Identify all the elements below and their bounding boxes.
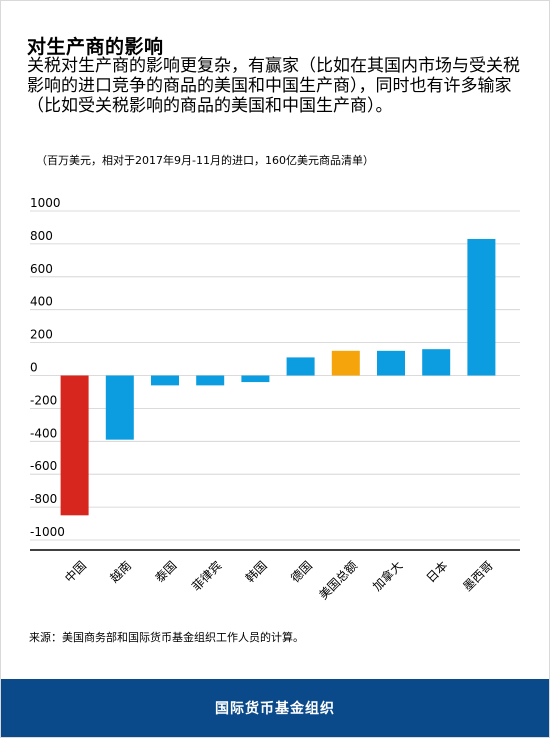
bar-1 [105, 375, 134, 440]
bar-9 [467, 238, 496, 376]
x-axis-labels: 中国 越南 泰国 菲律宾 韩国 德国 美国总额 加拿大 日本 墨西哥 [61, 558, 495, 603]
y-tick-label: -800 [30, 492, 57, 506]
bar-5 [286, 357, 315, 376]
footer-org-name: 国际货币基金组织 [215, 701, 335, 717]
bars [60, 238, 496, 516]
y-tick-label: -600 [30, 459, 57, 473]
y-tick-label: 0 [30, 361, 38, 375]
x-tick-label: 墨西哥 [460, 558, 495, 593]
chart-title: 对生产商的影响 [27, 36, 164, 58]
bar-8 [422, 349, 451, 376]
source-note: 来源：美国商务部和国际货币基金组织工作人员的计算。 [29, 631, 304, 644]
x-tick-label: 泰国 [152, 558, 179, 585]
units-note: （百万美元，相对于2017年9月-11月的进口，160亿美元商品清单） [36, 154, 374, 167]
x-tick-label: 德国 [287, 558, 315, 586]
x-tick-label: 加拿大 [369, 558, 405, 594]
bar-6 [331, 350, 360, 376]
x-tick-label: 日本 [424, 558, 451, 585]
y-tick-label: 400 [30, 295, 53, 309]
bar-7 [377, 350, 405, 376]
x-tick-label: 菲律宾 [188, 558, 224, 594]
bar-chart: 1000 800 600 400 200 0 -200 -400 -600 -800 -1000 中… [30, 196, 520, 603]
chart-subtitle: 关税对生产商的影响更复杂，有赢家（比如在其国内市场与受关税影响的进口竞争的商品的… [27, 56, 520, 116]
y-tick-label: -400 [30, 426, 57, 440]
y-tick-label: -200 [30, 393, 57, 407]
footer-bar: 国际货币基金组织 [0, 679, 550, 738]
y-tick-label: 200 [30, 328, 53, 342]
y-tick-label: -1000 [30, 525, 65, 539]
bar-2 [151, 375, 179, 386]
bar-4 [241, 375, 270, 383]
x-tick-label: 韩国 [242, 558, 270, 586]
x-tick-label: 中国 [61, 558, 89, 586]
x-tick-label: 美国总额 [316, 558, 360, 602]
bar-3 [196, 375, 225, 386]
x-tick-label: 越南 [107, 558, 135, 586]
y-tick-label: 800 [30, 229, 53, 243]
bar-0 [60, 375, 89, 516]
y-axis-labels: 1000 800 600 400 200 0 -200 -400 -600 -800 -1000 [30, 196, 65, 539]
y-tick-label: 600 [30, 262, 53, 276]
y-tick-label: 1000 [30, 196, 61, 210]
